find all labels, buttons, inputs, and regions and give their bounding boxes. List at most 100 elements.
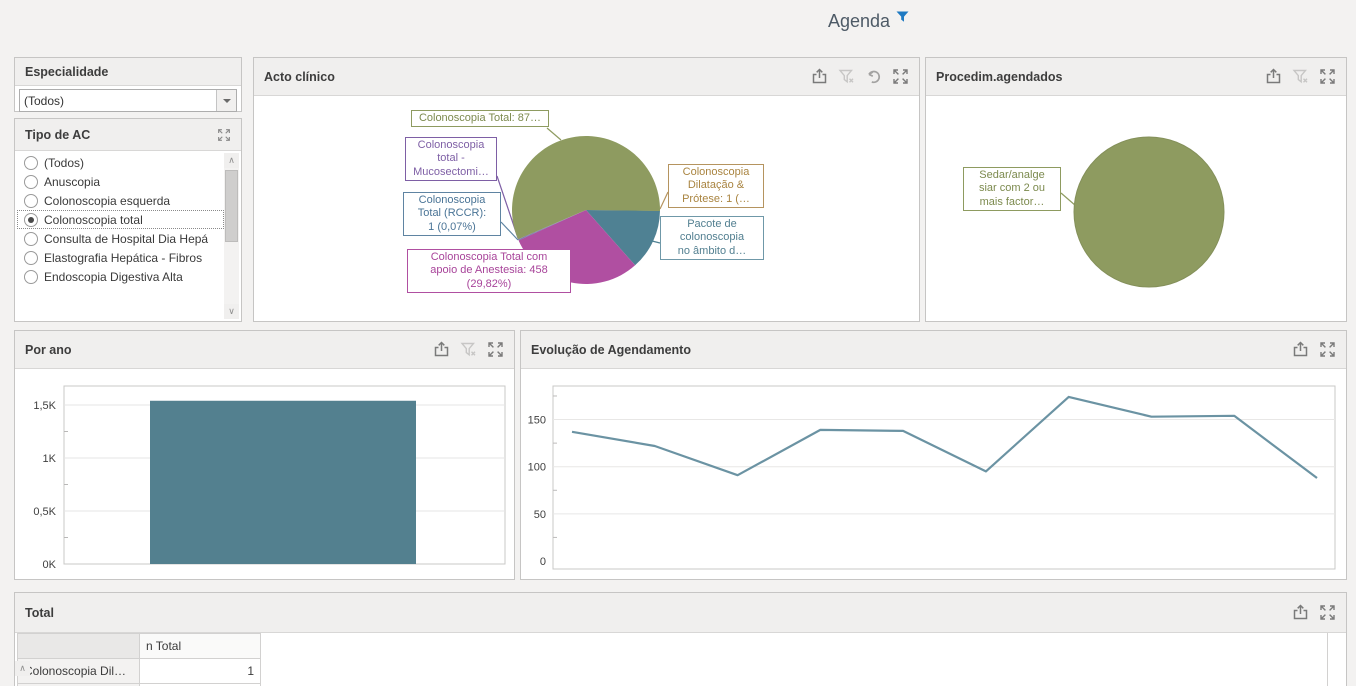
line-series[interactable] <box>571 395 1318 479</box>
pie-callout-mucosectomia: Colonoscopia total - Mucosectomi… <box>405 137 497 182</box>
evolucao-line-chart[interactable]: 0 50 100 150 <box>525 383 1343 578</box>
pie-callout-anestesia: Colonoscopia Total com apoio de Anestesi… <box>407 249 571 294</box>
scroll-up-icon[interactable]: ∧ <box>15 661 30 676</box>
panel-procedim-header: Procedim.agendados <box>926 58 1346 96</box>
especialidade-combobox[interactable]: (Todos) <box>19 89 237 112</box>
clear-filter-icon[interactable] <box>460 341 477 358</box>
pie-callout-dilatacao-protese: Colonoscopia Dilatação & Prótese: 1 (… <box>668 164 764 209</box>
page-title: Agenda <box>828 11 891 31</box>
panel-especialidade: Especialidade (Todos) <box>14 57 242 112</box>
panel-procedim-agendados: Procedim.agendados Sedar/analge siar com… <box>925 57 1347 322</box>
filter-active-icon[interactable] <box>896 11 909 23</box>
clear-filter-icon[interactable] <box>1292 68 1309 85</box>
radio-icon[interactable] <box>24 269 38 284</box>
panel-tipo-de-ac: Tipo de AC (Todos) Anuscopia Colonoscopia … <box>14 118 242 322</box>
radio-item-label: (Todos) <box>44 155 85 170</box>
total-table-header-cell[interactable]: n Total <box>139 633 261 659</box>
maximize-icon[interactable] <box>1319 604 1336 621</box>
panel-por-ano: Por ano 0K 0,5K 1K 1,5K <box>14 330 515 580</box>
maximize-icon[interactable] <box>217 128 231 142</box>
radio-item-4[interactable]: Consulta de Hospital Dia Hepá <box>17 229 224 248</box>
chevron-down-icon <box>222 98 231 103</box>
scroll-up-icon[interactable]: ∧ <box>224 153 239 168</box>
line-ytick: 0 <box>540 556 546 568</box>
pie-callout-rccr: Colonoscopia Total (RCCR): 1 (0,07%) <box>403 192 501 237</box>
export-icon[interactable] <box>1292 341 1309 358</box>
radio-icon[interactable] <box>24 231 38 246</box>
pie-slice-4[interactable] <box>518 210 586 240</box>
bar-ytick: 1K <box>43 453 57 465</box>
clear-filter-icon[interactable] <box>838 68 855 85</box>
maximize-icon[interactable] <box>892 68 909 85</box>
total-table: n Total Colonoscopia Dil… 1 <box>17 633 261 686</box>
export-icon[interactable] <box>1292 604 1309 621</box>
panel-evolucao-title: Evolução de Agendamento <box>531 342 691 357</box>
radio-item-label: Colonoscopia total <box>44 212 143 227</box>
line-ytick: 100 <box>528 462 546 474</box>
panel-total: Total n Total Colonoscopia Dil… 1 ∧ <box>14 592 1347 686</box>
radio-item-1[interactable]: Anuscopia <box>17 172 224 191</box>
radio-icon[interactable] <box>24 250 38 265</box>
table-grid-line <box>1327 633 1328 686</box>
tipo-de-ac-radio-list: (Todos) Anuscopia Colonoscopia esquerda Col… <box>17 153 224 319</box>
radio-item-0[interactable]: (Todos) <box>17 153 224 172</box>
panel-total-title: Total <box>25 605 54 620</box>
tipo-de-ac-scrollbar[interactable]: ∧ ∨ <box>224 153 239 319</box>
pie-slice-1[interactable] <box>586 210 660 266</box>
radio-item-3[interactable]: Colonoscopia total <box>17 210 224 229</box>
undo-icon[interactable] <box>865 68 882 85</box>
radio-item-label: Colonoscopia esquerda <box>44 193 171 208</box>
line-ytick: 50 <box>534 509 546 521</box>
radio-icon[interactable] <box>24 174 38 189</box>
radio-item-label: Elastografia Hepática - Fibros <box>44 250 203 265</box>
acto-clinico-chart-area: Colonoscopia Total: 87… Colonoscopia tot… <box>254 96 919 321</box>
pie-callout-pacote-colonoscopia: Pacote de colonoscopia no âmbito d… <box>660 216 764 261</box>
radio-item-label: Endoscopia Digestiva Alta <box>44 269 183 284</box>
bar-ytick: 0K <box>43 559 57 571</box>
pie-slice-3[interactable] <box>518 210 586 241</box>
total-table-area: n Total Colonoscopia Dil… 1 ∧ <box>15 633 1346 686</box>
export-icon[interactable] <box>433 341 450 358</box>
panel-total-header: Total <box>15 593 1346 633</box>
scrollbar-thumb[interactable] <box>225 170 238 242</box>
panel-tipo-de-ac-title: Tipo de AC <box>25 127 91 142</box>
panel-especialidade-header: Especialidade <box>15 58 241 86</box>
export-icon[interactable] <box>1265 68 1282 85</box>
scroll-down-icon[interactable]: ∨ <box>224 304 239 319</box>
panel-evolucao: Evolução de Agendamento 0 50 100 150 <box>520 330 1347 580</box>
maximize-icon[interactable] <box>487 341 504 358</box>
pie-callout-sedar-analgesiar: Sedar/analge siar com 2 ou mais factor… <box>963 167 1061 212</box>
radio-selected-icon[interactable] <box>24 212 38 227</box>
pie-slice-5[interactable] <box>512 136 661 240</box>
export-icon[interactable] <box>811 68 828 85</box>
total-table-value-cell[interactable]: 1 <box>139 658 261 684</box>
radio-icon[interactable] <box>24 193 38 208</box>
por-ano-bar-chart[interactable]: 0K 0,5K 1K 1,5K <box>19 383 511 573</box>
especialidade-combobox-dropdown-button[interactable] <box>216 90 236 111</box>
especialidade-combobox-value: (Todos) <box>24 93 65 108</box>
bar-total[interactable] <box>150 400 416 564</box>
maximize-icon[interactable] <box>1319 68 1336 85</box>
panel-acto-clinico-title: Acto clínico <box>264 69 335 84</box>
panel-especialidade-title: Especialidade <box>25 64 109 79</box>
total-table-header-cell[interactable] <box>17 633 140 659</box>
panel-tipo-de-ac-header: Tipo de AC <box>15 119 241 151</box>
maximize-icon[interactable] <box>1319 341 1336 358</box>
panel-acto-clinico: Acto clínico <box>253 57 920 322</box>
pie-callout-colonoscopia-total: Colonoscopia Total: 87… <box>411 110 549 128</box>
acto-clinico-pie-chart[interactable] <box>254 96 919 322</box>
bar-ytick: 0,5K <box>33 506 56 518</box>
radio-item-label: Anuscopia <box>44 174 101 189</box>
page-title-wrap: Agenda <box>828 11 909 32</box>
procedim-pie-chart[interactable] <box>926 96 1346 322</box>
panel-por-ano-title: Por ano <box>25 342 72 357</box>
panel-por-ano-header: Por ano <box>15 331 514 369</box>
line-ytick: 150 <box>528 415 546 427</box>
radio-icon[interactable] <box>24 155 38 170</box>
radio-item-2[interactable]: Colonoscopia esquerda <box>17 191 224 210</box>
panel-procedim-title: Procedim.agendados <box>936 69 1063 84</box>
total-table-rowheader-cell[interactable]: Colonoscopia Dil… <box>17 658 140 684</box>
radio-item-6[interactable]: Endoscopia Digestiva Alta <box>17 267 224 286</box>
panel-acto-clinico-header: Acto clínico <box>254 58 919 96</box>
radio-item-5[interactable]: Elastografia Hepática - Fibros <box>17 248 224 267</box>
